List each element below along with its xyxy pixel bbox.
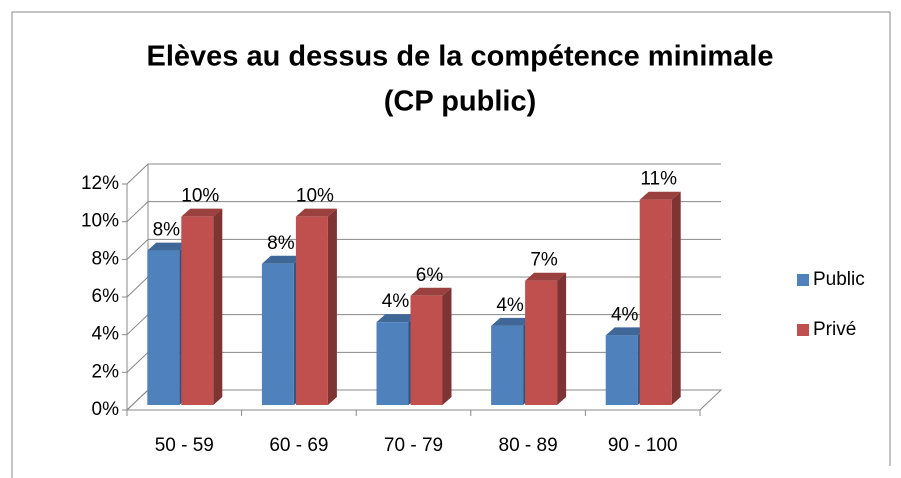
grid-line bbox=[126, 238, 721, 260]
grid-line bbox=[126, 163, 721, 185]
data-label: 11% bbox=[640, 169, 677, 190]
bar-top bbox=[295, 208, 337, 217]
bar-top bbox=[639, 191, 681, 200]
x-tick-label: 60 - 69 bbox=[269, 435, 328, 456]
bar-side bbox=[671, 191, 681, 405]
x-tick-label: 80 - 89 bbox=[499, 435, 558, 456]
data-label: 8% bbox=[267, 233, 295, 254]
bar bbox=[410, 295, 443, 405]
grid-line bbox=[126, 201, 721, 223]
chart-title: (CP public) bbox=[384, 86, 537, 118]
legend-swatch bbox=[797, 324, 809, 336]
y-tick-label: 0% bbox=[92, 399, 120, 420]
bar-side bbox=[557, 272, 567, 405]
data-label: 4% bbox=[382, 291, 410, 312]
bar bbox=[261, 263, 294, 405]
bar-top bbox=[261, 255, 303, 264]
bar bbox=[376, 322, 409, 405]
data-label: 8% bbox=[153, 220, 181, 241]
bar-side bbox=[213, 208, 223, 405]
data-label: 6% bbox=[416, 265, 444, 286]
legend-label: Privé bbox=[813, 319, 856, 340]
y-tick-label: 8% bbox=[92, 248, 120, 269]
chart-title: Elèves au dessus de la compétence minima… bbox=[146, 41, 773, 73]
bar bbox=[525, 280, 558, 405]
legend-swatch bbox=[797, 274, 809, 286]
bar-top bbox=[605, 327, 647, 336]
bar bbox=[181, 216, 214, 405]
x-tick-label: 90 - 100 bbox=[608, 435, 678, 456]
data-label: 10% bbox=[296, 186, 334, 207]
y-tick-label: 10% bbox=[81, 211, 119, 232]
bar-side bbox=[327, 208, 337, 405]
bar-side bbox=[442, 287, 452, 405]
bar-top bbox=[376, 314, 418, 323]
bar bbox=[639, 199, 672, 405]
data-label: 4% bbox=[611, 304, 639, 325]
bar-top bbox=[491, 317, 533, 326]
bar-top bbox=[410, 287, 452, 296]
bar bbox=[147, 250, 180, 405]
y-tick-label: 4% bbox=[92, 324, 120, 345]
x-tick-label: 70 - 79 bbox=[384, 435, 443, 456]
bar-top bbox=[181, 208, 223, 217]
y-tick-label: 2% bbox=[92, 361, 120, 382]
chart-border bbox=[11, 11, 891, 478]
bar bbox=[295, 216, 328, 405]
y-tick-label: 6% bbox=[92, 286, 120, 307]
legend-label: Public bbox=[813, 269, 865, 290]
bar-top bbox=[147, 242, 189, 251]
x-tick-label: 50 - 59 bbox=[155, 435, 214, 456]
bar bbox=[491, 325, 524, 405]
data-label: 4% bbox=[496, 295, 524, 316]
data-label: 7% bbox=[530, 250, 558, 271]
bar bbox=[605, 335, 638, 405]
y-tick-label: 12% bbox=[81, 173, 119, 194]
data-label: 10% bbox=[181, 186, 219, 207]
bar-top bbox=[525, 272, 567, 281]
